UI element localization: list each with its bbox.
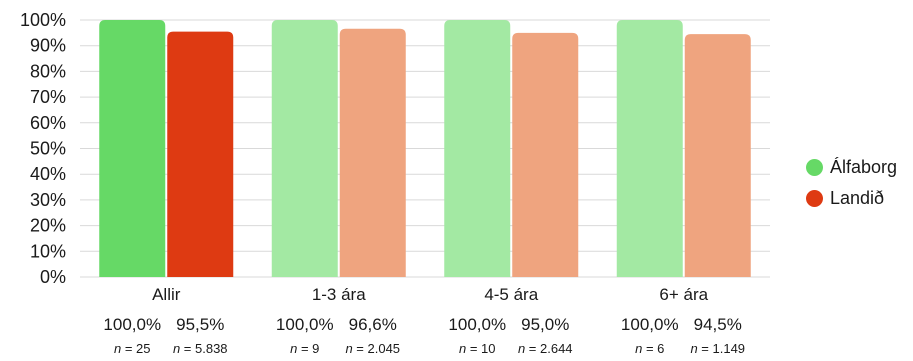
- bar: [99, 20, 166, 277]
- y-tick-label: 0%: [40, 267, 66, 287]
- y-tick-label: 70%: [30, 87, 66, 107]
- legend-item-landid: Landið: [806, 183, 897, 214]
- y-tick-label: 40%: [30, 164, 66, 184]
- n-label: n = 10: [459, 341, 496, 356]
- legend-swatch-landid: [806, 190, 823, 207]
- legend-label-alfaborg: Álfaborg: [830, 157, 898, 177]
- y-tick-label: 10%: [30, 241, 66, 261]
- bar: [339, 28, 406, 277]
- value-label: 94,5%: [694, 315, 742, 334]
- value-label: 100,0%: [276, 315, 334, 334]
- x-tick-label: 6+ ára: [659, 285, 708, 304]
- value-label: 95,0%: [521, 315, 569, 334]
- y-tick-label: 90%: [30, 36, 66, 56]
- legend: Álfaborg Landið: [806, 152, 897, 214]
- y-tick-label: 50%: [30, 139, 66, 159]
- value-label: 95,5%: [176, 315, 224, 334]
- bar: [271, 20, 338, 277]
- n-label: n = 25: [114, 341, 151, 356]
- n-label: n = 9: [290, 341, 319, 356]
- value-label: 96,6%: [349, 315, 397, 334]
- bar: [616, 20, 683, 277]
- y-tick-label: 60%: [30, 113, 66, 133]
- bar: [684, 34, 751, 278]
- y-tick-label: 80%: [30, 61, 66, 81]
- n-label: n = 6: [635, 341, 664, 356]
- value-label: 100,0%: [103, 315, 161, 334]
- x-tick-label: 4-5 ára: [484, 285, 538, 304]
- x-tick-label: 1-3 ára: [312, 285, 366, 304]
- legend-item-alfaborg: Álfaborg: [806, 152, 897, 183]
- n-label: n = 1.149: [690, 341, 745, 356]
- x-tick-label: Allir: [152, 285, 181, 304]
- y-tick-label: 100%: [20, 10, 66, 30]
- legend-label-landid: Landið: [830, 188, 885, 208]
- value-label: 100,0%: [621, 315, 679, 334]
- y-tick-label: 30%: [30, 190, 66, 210]
- n-label: n = 2.644: [518, 341, 573, 356]
- value-label: 100,0%: [448, 315, 506, 334]
- bar: [512, 32, 579, 277]
- bar: [167, 31, 234, 277]
- n-label: n = 5.838: [173, 341, 228, 356]
- y-tick-label: 20%: [30, 216, 66, 236]
- legend-swatch-alfaborg: [806, 159, 823, 176]
- bar: [444, 20, 511, 277]
- n-label: n = 2.045: [345, 341, 400, 356]
